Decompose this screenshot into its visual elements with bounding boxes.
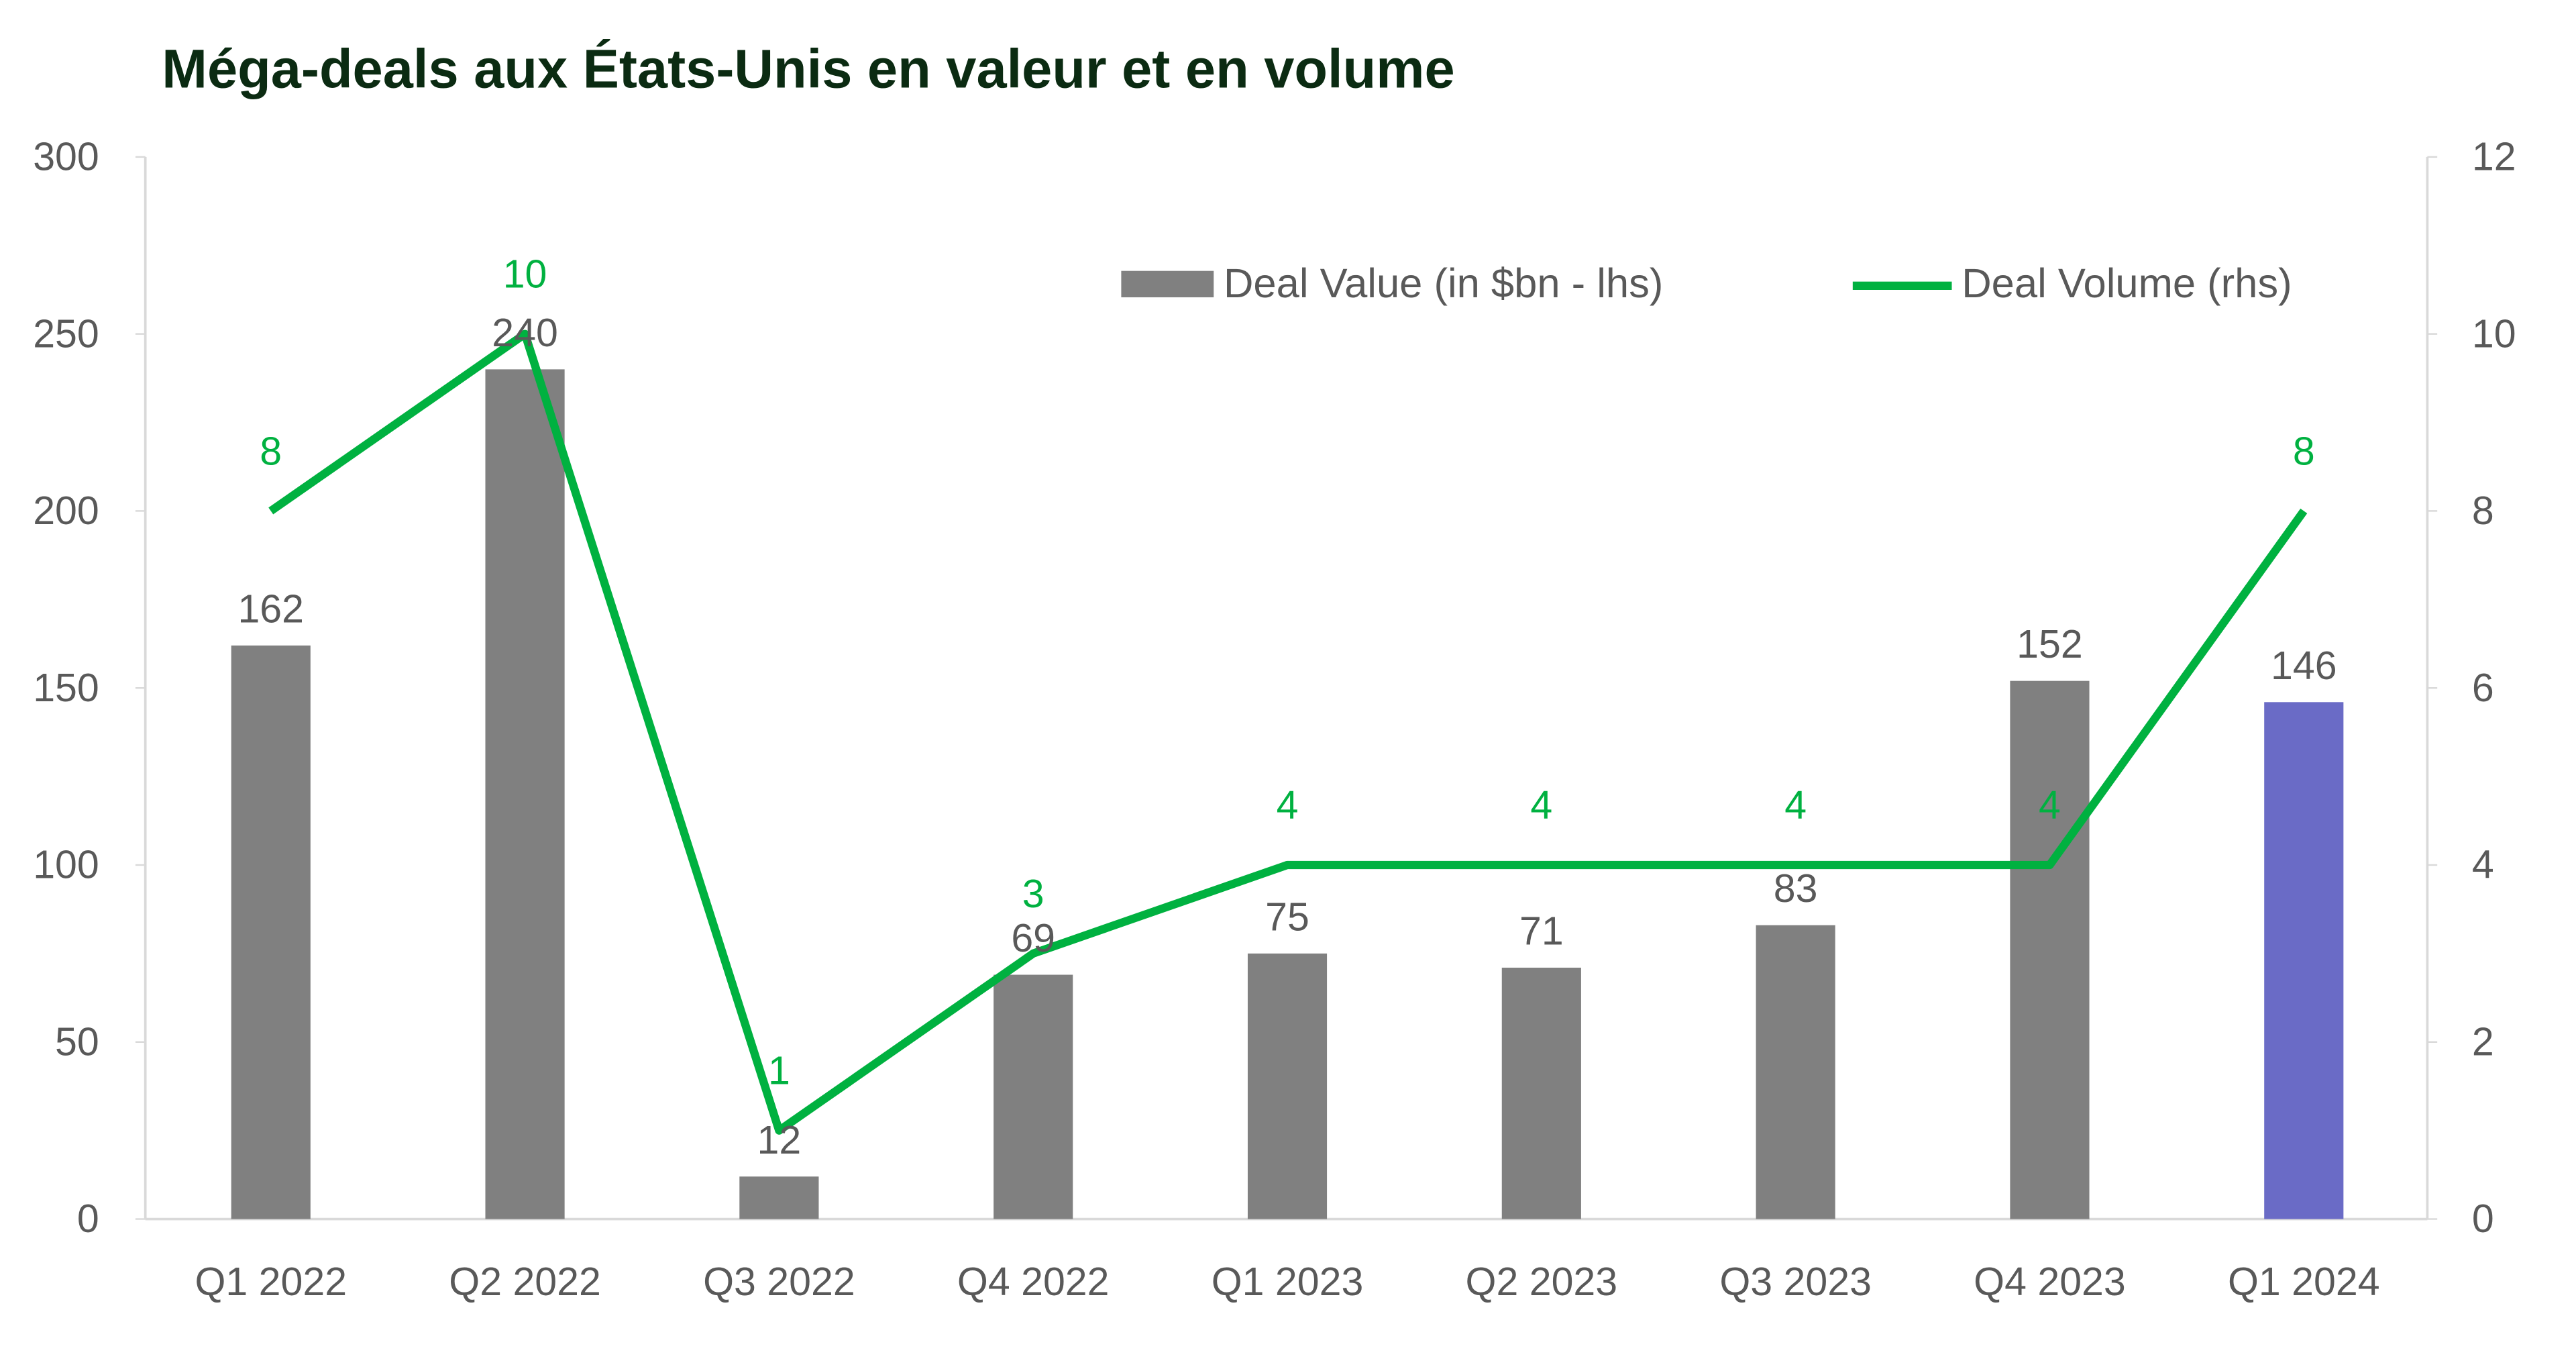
left-tick-label: 50 [55, 1019, 99, 1064]
x-tick-label: Q1 2024 [2228, 1260, 2380, 1304]
left-tick-label: 300 [33, 135, 99, 179]
right-tick-label: 12 [2472, 135, 2516, 179]
bar-deal-value [485, 369, 565, 1219]
line-data-label: 4 [1784, 783, 1807, 827]
left-tick-label: 250 [33, 311, 99, 356]
legend-swatch-deal-value [1121, 270, 1214, 298]
line-data-label: 8 [2293, 429, 2315, 473]
x-tick-label: Q1 2023 [1212, 1260, 1364, 1304]
right-tick-label: 6 [2472, 666, 2494, 710]
bar-deal-value [231, 645, 311, 1219]
bar-deal-value [739, 1176, 819, 1219]
right-tick-label: 4 [2472, 843, 2494, 887]
bar-data-label: 146 [2271, 644, 2337, 688]
bar-data-label: 83 [1774, 866, 1818, 911]
x-tick-label: Q4 2023 [1974, 1260, 2126, 1304]
bar-data-label: 162 [237, 587, 304, 631]
left-tick-label: 200 [33, 489, 99, 533]
right-tick-label: 10 [2472, 311, 2516, 356]
line-data-label: 10 [503, 252, 547, 297]
bar-data-label: 12 [757, 1118, 802, 1162]
chart-title: Méga-deals aux États-Unis en valeur et e… [162, 38, 1454, 99]
bar-deal-value [994, 974, 1073, 1219]
x-tick-label: Q4 2022 [957, 1260, 1110, 1304]
legend-label-deal-volume: Deal Volume (rhs) [1962, 260, 2292, 307]
bar-data-label: 75 [1265, 895, 1309, 939]
left-tick-label: 0 [77, 1197, 99, 1241]
bar-deal-value [1247, 953, 1328, 1219]
x-tick-label: Q1 2022 [195, 1260, 347, 1304]
line-data-label: 4 [1277, 783, 1299, 827]
right-tick-label: 8 [2472, 489, 2494, 533]
legend-label-deal-value: Deal Value (in $bn - lhs) [1224, 260, 1663, 307]
left-tick-label: 100 [33, 843, 99, 887]
bar-data-label: 152 [2017, 622, 2083, 666]
x-tick-label: Q3 2022 [703, 1260, 855, 1304]
bar-deal-value [1501, 967, 1581, 1219]
bar-data-label: 240 [492, 311, 558, 355]
line-data-label: 8 [260, 429, 282, 473]
line-data-label: 4 [2039, 783, 2061, 827]
bar-deal-value [2264, 702, 2344, 1219]
x-tick-label: Q2 2023 [1466, 1260, 1618, 1304]
bar-deal-value [2010, 680, 2090, 1219]
line-data-label: 1 [768, 1049, 790, 1093]
x-tick-label: Q2 2022 [449, 1260, 601, 1304]
line-data-label: 4 [1530, 783, 1552, 827]
x-tick-label: Q3 2023 [1719, 1260, 1872, 1304]
bar-data-label: 71 [1519, 909, 1564, 954]
right-tick-label: 2 [2472, 1019, 2494, 1064]
legend: Deal Value (in $bn - lhs) Deal Volume (r… [1121, 260, 2292, 307]
bar-deal-value [1756, 925, 1835, 1219]
right-tick-label: 0 [2472, 1197, 2494, 1241]
line-data-label: 3 [1022, 872, 1044, 916]
left-tick-label: 150 [33, 666, 99, 710]
bar-data-label: 69 [1011, 916, 1055, 960]
